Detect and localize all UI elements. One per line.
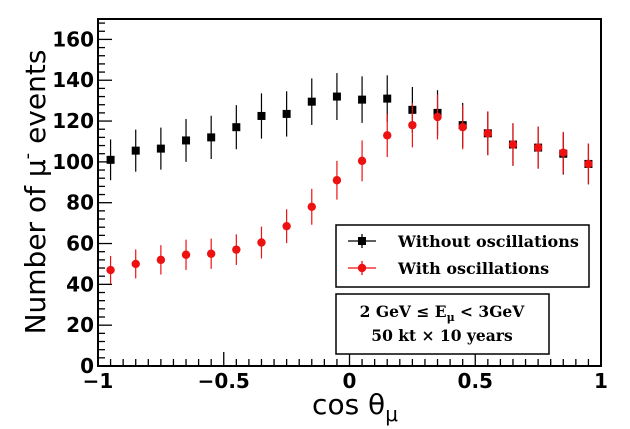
data-point bbox=[458, 122, 467, 132]
x-axis-title: cos θμ bbox=[312, 388, 398, 426]
y-tick-label: 0 bbox=[80, 354, 94, 378]
data-point bbox=[307, 202, 316, 211]
x-tick-label: −1 bbox=[83, 369, 114, 393]
data-point bbox=[358, 95, 367, 104]
data-point bbox=[282, 221, 291, 231]
data-point bbox=[483, 129, 493, 138]
legend-label: With oscillations bbox=[397, 259, 549, 278]
data-point bbox=[307, 97, 316, 106]
data-point bbox=[383, 94, 392, 103]
data-point bbox=[206, 249, 216, 258]
data-point bbox=[559, 148, 568, 157]
data-point bbox=[408, 120, 417, 130]
data-point bbox=[332, 92, 341, 101]
energy-range-part-3: < 3GeV bbox=[455, 302, 526, 321]
x-tick-label: 1 bbox=[594, 369, 608, 393]
y-axis-title-tail: events bbox=[19, 50, 52, 153]
y-tick-label: 120 bbox=[52, 109, 94, 133]
data-point bbox=[332, 176, 342, 185]
series-with-oscillations bbox=[106, 94, 593, 285]
data-point bbox=[106, 155, 115, 164]
data-point bbox=[182, 136, 191, 145]
legend-marker bbox=[358, 237, 366, 245]
data-point bbox=[181, 250, 191, 259]
y-tick-label: 20 bbox=[66, 313, 94, 337]
data-point bbox=[156, 144, 165, 153]
y-axis-title-main: Number of μ bbox=[19, 159, 52, 334]
data-point bbox=[106, 265, 115, 275]
y-tick-label: 80 bbox=[66, 191, 94, 215]
energy-range-part-1: 2 GeV ≤ E bbox=[360, 302, 447, 321]
info-box: 2 GeV ≤ Eμ < 3GeV 50 kt × 10 years bbox=[335, 293, 550, 355]
data-point bbox=[433, 112, 442, 122]
y-tick-label: 140 bbox=[52, 68, 94, 92]
x-axis-title-sub: μ bbox=[385, 402, 398, 426]
data-point bbox=[232, 123, 241, 132]
info-box-frame bbox=[335, 293, 550, 355]
data-point bbox=[156, 255, 166, 265]
data-point bbox=[357, 156, 367, 166]
x-tick-label: 0.5 bbox=[458, 369, 493, 393]
data-point bbox=[131, 259, 140, 269]
energy-range-annotation: 2 GeV ≤ Eμ < 3GeV bbox=[360, 302, 526, 324]
legend: Without oscillations With oscillations bbox=[335, 224, 590, 288]
data-point bbox=[383, 131, 392, 140]
legend-label: Without oscillations bbox=[397, 232, 579, 251]
y-tick-label: 160 bbox=[52, 27, 94, 51]
y-tick-label: 100 bbox=[52, 150, 94, 174]
data-point bbox=[257, 238, 266, 247]
data-point bbox=[131, 146, 140, 155]
y-tick-label: 60 bbox=[66, 232, 94, 256]
y-axis-title: Number of μ- events bbox=[17, 50, 52, 335]
legend-box bbox=[335, 224, 590, 288]
x-tick-label: −0.5 bbox=[198, 369, 250, 393]
exposure-annotation: 50 kt × 10 years bbox=[371, 326, 513, 345]
data-point bbox=[508, 140, 518, 149]
x-axis-title-main: cos θ bbox=[312, 388, 385, 421]
data-point bbox=[207, 133, 216, 142]
y-axis-title-sup: - bbox=[17, 153, 38, 160]
data-point bbox=[232, 245, 241, 254]
legend-marker bbox=[357, 263, 367, 273]
data-point bbox=[533, 143, 543, 152]
data-point bbox=[257, 111, 266, 120]
y-tick-label: 40 bbox=[66, 272, 94, 296]
legend-item: With oscillations bbox=[348, 259, 549, 278]
data-point bbox=[282, 109, 291, 118]
x-tick-label: 0 bbox=[343, 369, 357, 393]
legend-item: Without oscillations bbox=[348, 232, 579, 251]
energy-range-part-2: μ bbox=[447, 311, 455, 324]
data-point bbox=[584, 159, 593, 169]
